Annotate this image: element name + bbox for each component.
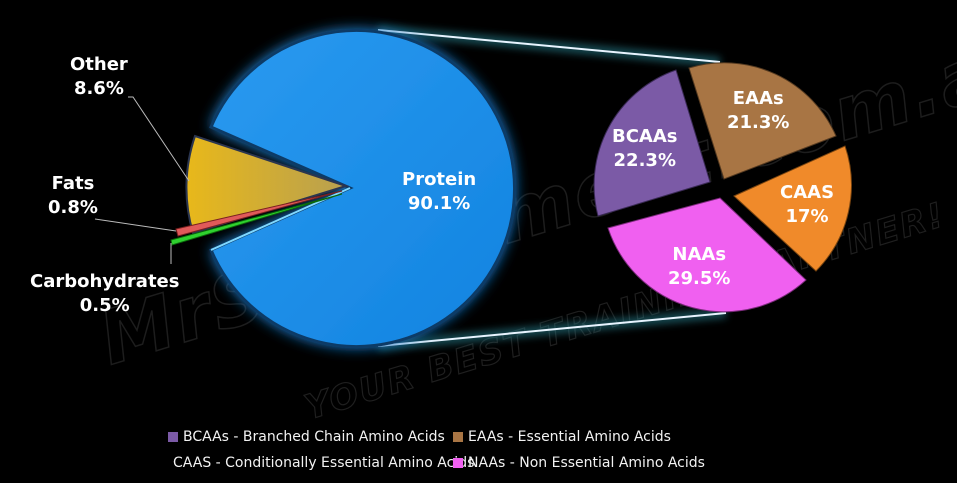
legend-item-eaas[interactable]: EAAs - Essential Amino Acids bbox=[453, 424, 671, 450]
legend-item-naas[interactable]: NAAs - Non Essential Amino Acids bbox=[453, 450, 705, 476]
label-other: Other 8.6% bbox=[70, 54, 128, 99]
slice-protein[interactable] bbox=[209, 29, 516, 348]
label-naas: NAAs 29.5% bbox=[668, 244, 731, 289]
slice-eaas[interactable] bbox=[688, 62, 837, 180]
detail-pie bbox=[593, 62, 852, 313]
slice-carbohydrates[interactable] bbox=[170, 193, 343, 246]
legend-item-bcaas[interactable]: BCAAs - Branched Chain Amino Acids bbox=[168, 424, 453, 450]
slice-bcaas[interactable] bbox=[593, 69, 711, 217]
leader-fats bbox=[94, 218, 177, 232]
leader-other bbox=[128, 96, 190, 182]
label-bcaas: BCAAs 22.3% bbox=[612, 126, 678, 171]
label-fats: Fats 0.8% bbox=[48, 173, 98, 218]
slice-naas[interactable] bbox=[607, 197, 807, 313]
connector-lines bbox=[377, 25, 727, 351]
slice-fats[interactable] bbox=[175, 190, 343, 237]
label-caas: CAAS 17% bbox=[780, 182, 835, 227]
legend-swatch-icon bbox=[168, 432, 178, 442]
legend-swatch-icon bbox=[453, 458, 463, 468]
slice-caas[interactable] bbox=[733, 145, 852, 272]
legend-swatch-icon bbox=[453, 432, 463, 442]
chart-legend: BCAAs - Branched Chain Amino Acids EAAs … bbox=[168, 424, 768, 476]
label-carbohydrates: Carbohydrates 0.5% bbox=[30, 271, 180, 316]
legend-item-caas[interactable]: CAAS - Conditionally Essential Amino Aci… bbox=[173, 455, 475, 471]
label-eaas: EAAs 21.3% bbox=[727, 88, 790, 133]
main-pie bbox=[94, 29, 516, 348]
label-protein: Protein 90.1% bbox=[402, 169, 477, 214]
